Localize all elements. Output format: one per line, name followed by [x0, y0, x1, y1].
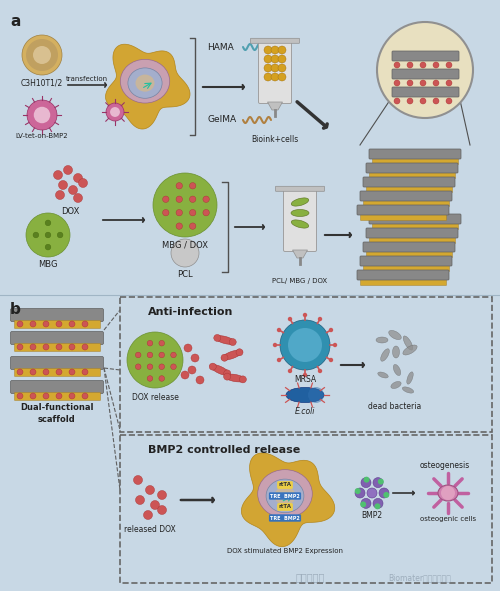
Circle shape [433, 62, 439, 68]
Ellipse shape [128, 68, 162, 98]
Ellipse shape [376, 337, 388, 343]
Circle shape [176, 183, 182, 189]
Text: PCL/ MBG / DOX: PCL/ MBG / DOX [272, 278, 328, 284]
FancyBboxPatch shape [370, 238, 456, 243]
Circle shape [69, 344, 75, 350]
Circle shape [56, 321, 62, 327]
Circle shape [69, 321, 75, 327]
Circle shape [277, 358, 281, 362]
Ellipse shape [214, 336, 236, 345]
Ellipse shape [286, 388, 324, 402]
Text: b: b [10, 302, 21, 317]
Circle shape [56, 369, 62, 375]
FancyBboxPatch shape [364, 200, 450, 206]
Circle shape [394, 62, 400, 68]
Text: scaffold: scaffold [38, 415, 76, 424]
Circle shape [27, 100, 57, 130]
Circle shape [271, 64, 279, 72]
Ellipse shape [120, 59, 170, 103]
Text: DOX: DOX [61, 207, 79, 216]
FancyBboxPatch shape [370, 173, 456, 178]
Circle shape [379, 488, 389, 498]
FancyBboxPatch shape [366, 187, 452, 193]
FancyBboxPatch shape [372, 158, 458, 164]
Text: osteogenesis: osteogenesis [420, 461, 470, 470]
Circle shape [74, 193, 82, 203]
Circle shape [446, 98, 452, 104]
FancyBboxPatch shape [10, 332, 104, 345]
Circle shape [17, 321, 23, 327]
Circle shape [433, 80, 439, 86]
Circle shape [288, 328, 322, 362]
FancyBboxPatch shape [276, 186, 324, 191]
Circle shape [214, 335, 221, 342]
Circle shape [378, 479, 384, 485]
Circle shape [354, 488, 360, 494]
Ellipse shape [210, 365, 230, 376]
Circle shape [30, 321, 36, 327]
FancyBboxPatch shape [10, 381, 104, 394]
Circle shape [56, 393, 62, 399]
Circle shape [82, 344, 88, 350]
Circle shape [69, 369, 75, 375]
Circle shape [236, 349, 243, 356]
FancyBboxPatch shape [369, 149, 461, 159]
Circle shape [278, 73, 286, 81]
Circle shape [158, 505, 166, 515]
FancyBboxPatch shape [14, 320, 100, 329]
Circle shape [407, 80, 413, 86]
Circle shape [278, 64, 286, 72]
Circle shape [159, 376, 164, 381]
Circle shape [33, 232, 39, 238]
Circle shape [196, 376, 204, 384]
Circle shape [264, 55, 272, 63]
Circle shape [45, 232, 51, 238]
Circle shape [34, 107, 50, 124]
Circle shape [280, 320, 330, 370]
Circle shape [136, 364, 141, 369]
Circle shape [43, 393, 49, 399]
Circle shape [278, 55, 286, 63]
Ellipse shape [378, 372, 388, 378]
Circle shape [221, 354, 228, 361]
Circle shape [56, 190, 64, 200]
FancyBboxPatch shape [372, 223, 458, 229]
Text: osteogenic cells: osteogenic cells [420, 516, 476, 522]
Circle shape [57, 232, 63, 238]
FancyBboxPatch shape [392, 51, 459, 61]
FancyBboxPatch shape [10, 356, 104, 369]
Circle shape [134, 476, 142, 485]
Circle shape [54, 170, 62, 180]
Text: TRE  BMP2: TRE BMP2 [270, 493, 300, 498]
Circle shape [273, 343, 277, 347]
Circle shape [153, 173, 217, 237]
FancyBboxPatch shape [14, 343, 100, 352]
Circle shape [355, 488, 365, 498]
Circle shape [17, 369, 23, 375]
Circle shape [329, 328, 333, 332]
Ellipse shape [394, 365, 400, 376]
Circle shape [147, 364, 153, 369]
Circle shape [74, 174, 82, 183]
Circle shape [147, 340, 153, 346]
Text: MBG: MBG [38, 260, 58, 269]
Circle shape [271, 46, 279, 54]
FancyBboxPatch shape [360, 256, 452, 266]
Text: Bioink+cells: Bioink+cells [252, 135, 298, 144]
Circle shape [30, 369, 36, 375]
Text: LV-tet-on-BMP2: LV-tet-on-BMP2 [16, 133, 68, 139]
Circle shape [22, 35, 62, 75]
FancyBboxPatch shape [250, 38, 300, 43]
FancyBboxPatch shape [10, 309, 104, 322]
Circle shape [146, 485, 154, 495]
Circle shape [159, 364, 164, 369]
Circle shape [159, 352, 164, 358]
Circle shape [364, 477, 370, 483]
Circle shape [144, 511, 152, 519]
Ellipse shape [292, 220, 308, 228]
Polygon shape [292, 250, 308, 258]
Circle shape [308, 387, 324, 403]
Circle shape [33, 46, 51, 64]
FancyBboxPatch shape [14, 369, 100, 376]
